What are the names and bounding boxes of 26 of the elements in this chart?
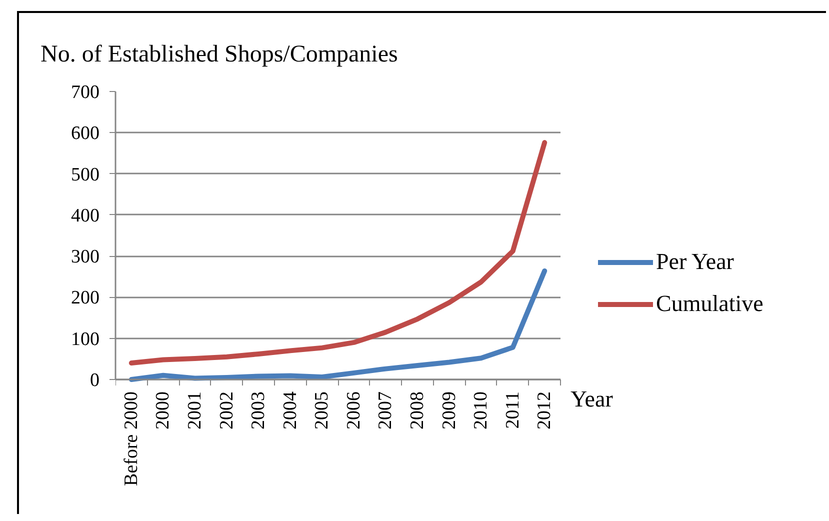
y-tick-label: 300 bbox=[71, 246, 100, 268]
x-tick-label: 2003 bbox=[248, 392, 270, 430]
y-tick-label: 700 bbox=[71, 82, 100, 103]
y-axis-title: No. of Established Shops/Companies bbox=[40, 42, 398, 68]
x-tick-label: 2002 bbox=[216, 392, 238, 430]
x-tick-label: 2004 bbox=[280, 391, 301, 430]
y-tick-label: 500 bbox=[71, 164, 100, 186]
x-tick-label: Before 2000 bbox=[120, 391, 142, 486]
x-tick-label: 2011 bbox=[502, 392, 524, 429]
legend-label: Cumulative bbox=[656, 291, 764, 317]
x-tick-label: 2000 bbox=[152, 392, 174, 430]
x-tick-label: 2007 bbox=[375, 392, 396, 430]
x-tick-label: 2006 bbox=[343, 392, 364, 430]
y-tick-label: 600 bbox=[71, 123, 100, 144]
x-tick-label: 2001 bbox=[184, 392, 206, 430]
x-tick-label: 2008 bbox=[406, 392, 428, 430]
y-tick-label: 0 bbox=[90, 370, 100, 391]
x-tick-label: 2010 bbox=[470, 392, 492, 430]
x-tick-label: 2012 bbox=[534, 392, 556, 430]
x-tick-label: 2005 bbox=[312, 392, 333, 430]
y-tick-label: 400 bbox=[71, 205, 100, 226]
y-tick-label: 100 bbox=[71, 328, 100, 350]
y-tick-label: 200 bbox=[71, 288, 100, 309]
x-axis-title: Year bbox=[570, 386, 614, 412]
x-tick-label: 2009 bbox=[438, 392, 460, 430]
legend-label: Per Year bbox=[656, 249, 734, 275]
